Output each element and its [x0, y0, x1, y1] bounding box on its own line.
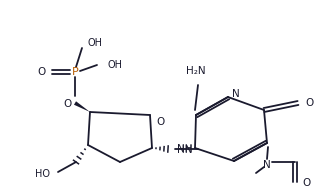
Text: O: O [38, 67, 46, 77]
Text: O: O [305, 98, 313, 108]
Text: HO: HO [35, 169, 50, 179]
Text: NH: NH [177, 144, 192, 154]
Text: O: O [156, 117, 164, 127]
Text: HN: HN [177, 145, 193, 155]
Text: H₂N: H₂N [186, 66, 206, 76]
Polygon shape [74, 101, 90, 112]
Text: O: O [64, 99, 72, 109]
Text: P: P [71, 67, 78, 77]
Text: N: N [263, 160, 271, 170]
Text: OH: OH [108, 60, 123, 70]
Text: O: O [302, 178, 310, 188]
Text: OH: OH [87, 38, 102, 48]
Text: N: N [232, 89, 240, 99]
